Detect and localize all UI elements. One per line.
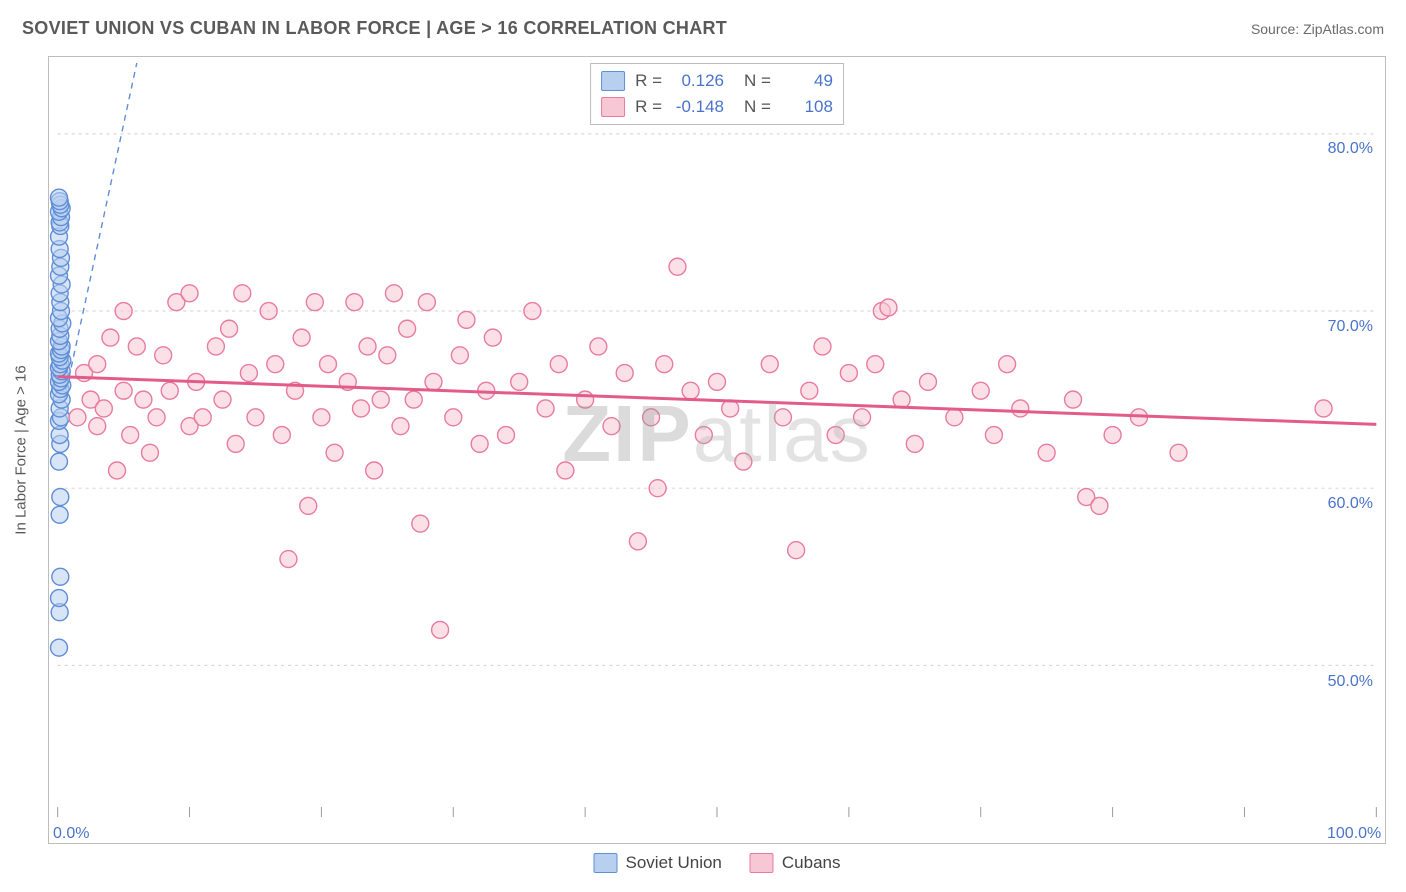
x-tick-label: 0.0% — [53, 825, 89, 843]
y-tick-label: 80.0% — [1328, 140, 1373, 158]
legend-swatch — [594, 853, 618, 873]
legend-swatch — [750, 853, 774, 873]
x-tick-label: 100.0% — [1327, 825, 1381, 843]
legend-label: Cubans — [782, 853, 841, 873]
y-tick-label: 60.0% — [1328, 495, 1373, 513]
n-value: 49 — [781, 68, 833, 94]
legend-item: Soviet Union — [594, 853, 722, 873]
legend-bottom: Soviet Union Cubans — [594, 853, 841, 873]
r-label: R = — [635, 94, 662, 120]
legend-row: R = 0.126 N = 49 — [601, 68, 833, 94]
legend-swatch — [601, 71, 625, 91]
n-label: N = — [744, 94, 771, 120]
chart-title: SOVIET UNION VS CUBAN IN LABOR FORCE | A… — [22, 18, 727, 39]
y-tick-label: 70.0% — [1328, 318, 1373, 336]
y-tick-label: 50.0% — [1328, 673, 1373, 691]
source-label: Source: ZipAtlas.com — [1251, 21, 1384, 37]
plot-frame: ZIPatlas In Labor Force | Age > 16 R =0.… — [48, 56, 1386, 844]
y-axis-label: In Labor Force | Age > 16 — [13, 365, 30, 534]
scatter-plot — [49, 57, 1385, 843]
legend-row: R = -0.148 N = 108 — [601, 94, 833, 120]
n-value: 108 — [781, 94, 833, 120]
legend-top: R = 0.126 N = 49 R = -0.148 N = 108 — [590, 63, 844, 125]
r-label: R = — [635, 68, 662, 94]
r-value: -0.148 — [672, 94, 724, 120]
n-label: N = — [744, 68, 771, 94]
legend-item: Cubans — [750, 853, 841, 873]
r-value: 0.126 — [672, 68, 724, 94]
legend-swatch — [601, 97, 625, 117]
legend-label: Soviet Union — [626, 853, 722, 873]
